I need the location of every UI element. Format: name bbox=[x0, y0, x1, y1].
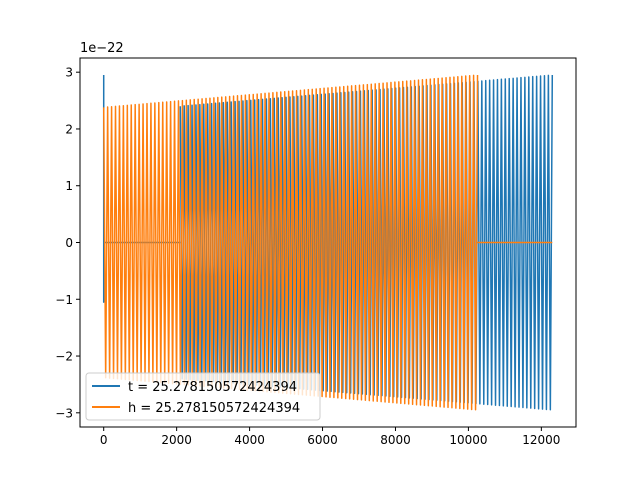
y-tick-label: −2 bbox=[55, 350, 73, 364]
legend: t = 25.278150572424394 h = 25.2781505724… bbox=[85, 372, 321, 421]
legend-label-h: h = 25.278150572424394 bbox=[128, 401, 300, 416]
legend-box bbox=[85, 372, 321, 421]
y-tick-label: 2 bbox=[65, 122, 73, 136]
y-tick-label: 0 bbox=[65, 236, 73, 250]
x-tick-label: 0 bbox=[100, 433, 108, 447]
x-tick-label: 4000 bbox=[234, 433, 265, 447]
x-tick-label: 6000 bbox=[307, 433, 338, 447]
y-tick-label: −1 bbox=[55, 293, 73, 307]
x-tick-label: 8000 bbox=[380, 433, 411, 447]
x-axis: 0 2000 4000 6000 8000 10000 12000 bbox=[100, 427, 560, 447]
y-axis: −3 −2 −1 0 1 2 3 bbox=[55, 66, 80, 420]
x-tick-label: 12000 bbox=[522, 433, 560, 447]
y-tick-label: 3 bbox=[65, 66, 73, 80]
y-tick-label: −3 bbox=[55, 406, 73, 420]
y-offset-text: 1e−22 bbox=[80, 41, 124, 56]
x-tick-label: 10000 bbox=[449, 433, 487, 447]
legend-label-t: t = 25.278150572424394 bbox=[128, 380, 297, 395]
x-tick-label: 2000 bbox=[161, 433, 192, 447]
y-tick-label: 1 bbox=[65, 179, 73, 193]
